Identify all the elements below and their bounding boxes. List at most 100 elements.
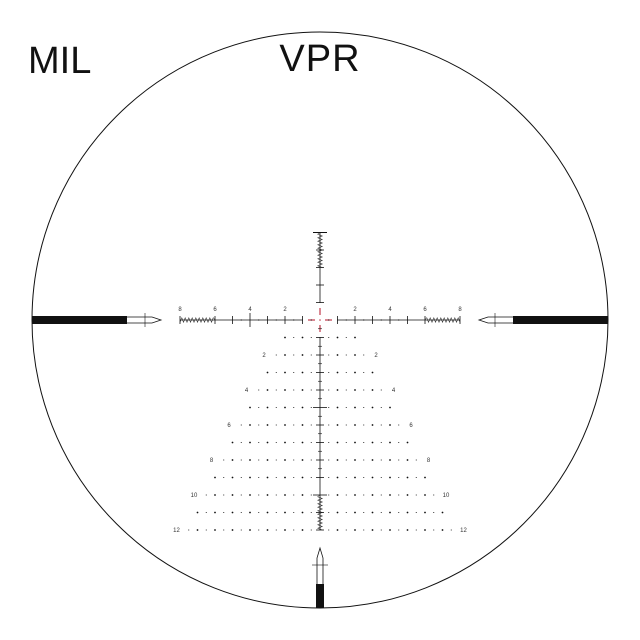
holdover-dot [328, 336, 330, 339]
horizontal-half-mil-dot [380, 319, 382, 321]
holdover-dot [424, 476, 426, 479]
holdover-dot [424, 529, 426, 531]
holdover-dot [363, 529, 365, 531]
holdover-dot [284, 476, 286, 479]
holdover-dot [258, 389, 260, 391]
holdover-dot [389, 441, 391, 444]
holdover-dot [336, 354, 339, 356]
holdover-dot [214, 494, 216, 496]
holdover-dot [398, 476, 400, 479]
holdover-dot [223, 459, 225, 461]
horizontal-scale-label: 2 [283, 307, 287, 313]
holdover-dot [240, 459, 242, 461]
holdover-dot [266, 389, 269, 391]
holdover-row-label-left: 12 [173, 528, 180, 534]
holdover-dot [258, 424, 260, 426]
holdover-dot [354, 494, 356, 496]
left-post-tip [127, 316, 163, 324]
horizontal-half-mil-dot [240, 319, 242, 321]
holdover-dot [249, 529, 251, 531]
holdover-dot [345, 424, 347, 426]
vertical-fine-scale-top [316, 232, 324, 268]
holdover-dot [398, 441, 400, 444]
holdover-dot [398, 511, 400, 514]
holdover-dot [205, 494, 207, 496]
holdover-dot [354, 511, 356, 514]
holdover-dot [389, 529, 391, 531]
holdover-dot [275, 529, 277, 531]
holdover-dot [266, 424, 269, 426]
holdover-dot [301, 336, 304, 339]
holdover-dot [266, 371, 269, 374]
holdover-dot [415, 529, 417, 531]
holdover-dot [345, 336, 347, 339]
holdover-dot [214, 511, 216, 514]
holdover-dot [363, 371, 365, 374]
holdover-dot [450, 529, 452, 531]
horizontal-scale-label: 2 [353, 307, 357, 313]
holdover-dot [275, 441, 277, 444]
holdover-row-label-left: 10 [191, 493, 198, 499]
holdover-dot [196, 511, 199, 514]
holdover-dot [328, 441, 330, 444]
holdover-row-label-left: 4 [245, 388, 249, 394]
holdover-dot [336, 459, 339, 461]
holdover-dot [328, 424, 330, 426]
holdover-dot [415, 494, 417, 496]
holdover-dot [249, 424, 251, 426]
holdover-dot [424, 511, 426, 514]
holdover-dot [328, 459, 330, 461]
holdover-dot [354, 354, 356, 356]
holdover-dot [240, 529, 242, 531]
horizontal-half-mil-dot [275, 319, 277, 321]
holdover-dot [258, 529, 260, 531]
holdover-dot [301, 529, 304, 531]
holdover-dot [328, 476, 330, 479]
holdover-dot [371, 406, 374, 409]
holdover-dot [231, 529, 234, 531]
holdover-dot [328, 371, 330, 374]
holdover-dot [380, 459, 382, 461]
holdover-row-label-right: 8 [427, 458, 431, 464]
horizontal-scale-label: 4 [248, 307, 252, 313]
horizontal-half-mil-dot [310, 319, 312, 321]
holdover-dot [406, 459, 409, 461]
horizontal-half-mil-dot [345, 319, 347, 321]
holdover-dot [301, 494, 304, 496]
holdover-dot [275, 371, 277, 374]
holdover-dot [389, 494, 391, 496]
holdover-dot [389, 476, 391, 479]
holdover-dot [258, 511, 260, 514]
holdover-dot [441, 511, 444, 514]
holdover-dot [371, 371, 374, 374]
holdover-dot [284, 406, 286, 409]
holdover-dot [284, 459, 286, 461]
holdover-dot [266, 476, 269, 479]
holdover-dot [310, 441, 312, 444]
horizontal-half-mil-dot [398, 319, 400, 321]
holdover-dot [310, 336, 312, 339]
holdover-dot [363, 476, 365, 479]
holdover-dot [214, 476, 216, 479]
unit-label: MIL [28, 40, 92, 82]
holdover-dot [240, 476, 242, 479]
holdover-dot [293, 336, 295, 339]
holdover-dot [275, 406, 277, 409]
holdover-dot [293, 459, 295, 461]
holdover-dot [249, 511, 251, 514]
holdover-dot [240, 441, 242, 444]
holdover-dot [398, 494, 400, 496]
holdover-dot [310, 494, 312, 496]
holdover-dot [363, 494, 365, 496]
holdover-row-label-right: 6 [409, 423, 413, 429]
holdover-row-label-right: 10 [443, 493, 450, 499]
holdover-dot [284, 494, 286, 496]
holdover-dot [406, 511, 409, 514]
holdover-dot [336, 389, 339, 391]
holdover-dot [371, 494, 374, 496]
holdover-dot [336, 424, 339, 426]
holdover-dot [398, 459, 400, 461]
holdover-dot [328, 406, 330, 409]
holdover-dot [336, 406, 339, 409]
